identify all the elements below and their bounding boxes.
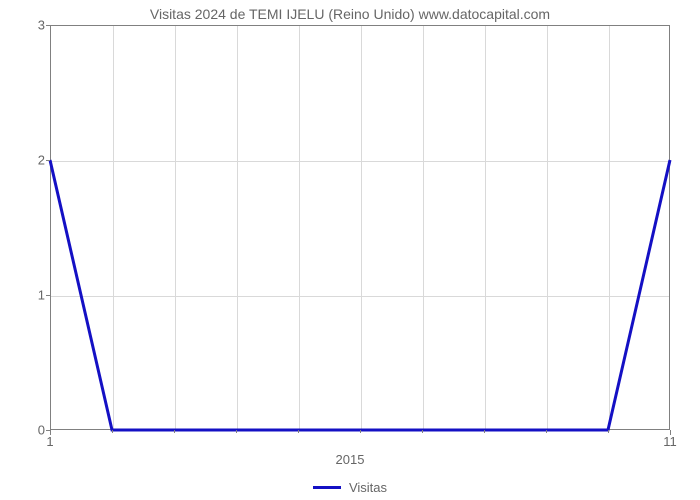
legend-swatch xyxy=(313,486,341,489)
x-tick-minor xyxy=(608,430,609,433)
x-tick-minor xyxy=(360,430,361,433)
chart-title: Visitas 2024 de TEMI IJELU (Reino Unido)… xyxy=(0,6,700,22)
x-tick-major xyxy=(50,430,51,435)
y-tick xyxy=(46,295,50,296)
legend-item-visitas: Visitas xyxy=(313,480,387,495)
x-tick-minor xyxy=(298,430,299,433)
y-tick-label: 3 xyxy=(25,18,45,33)
x-tick-minor xyxy=(546,430,547,433)
y-tick-label: 1 xyxy=(25,288,45,303)
y-tick-label: 0 xyxy=(25,423,45,438)
x-tick-minor xyxy=(422,430,423,433)
chart-container: Visitas 2024 de TEMI IJELU (Reino Unido)… xyxy=(0,0,700,500)
legend: Visitas xyxy=(0,476,700,495)
y-tick-label: 2 xyxy=(25,153,45,168)
x-tick-label: 11 xyxy=(663,434,677,449)
line-layer xyxy=(50,25,670,430)
x-tick-minor xyxy=(236,430,237,433)
x-axis-title: 2015 xyxy=(0,452,700,467)
x-tick-major xyxy=(670,430,671,435)
x-tick-minor xyxy=(174,430,175,433)
y-tick xyxy=(46,25,50,26)
y-tick xyxy=(46,160,50,161)
legend-label: Visitas xyxy=(349,480,387,495)
x-tick-minor xyxy=(484,430,485,433)
series-line-visitas xyxy=(50,160,670,430)
x-tick-label: 1 xyxy=(46,434,53,449)
x-tick-minor xyxy=(112,430,113,433)
